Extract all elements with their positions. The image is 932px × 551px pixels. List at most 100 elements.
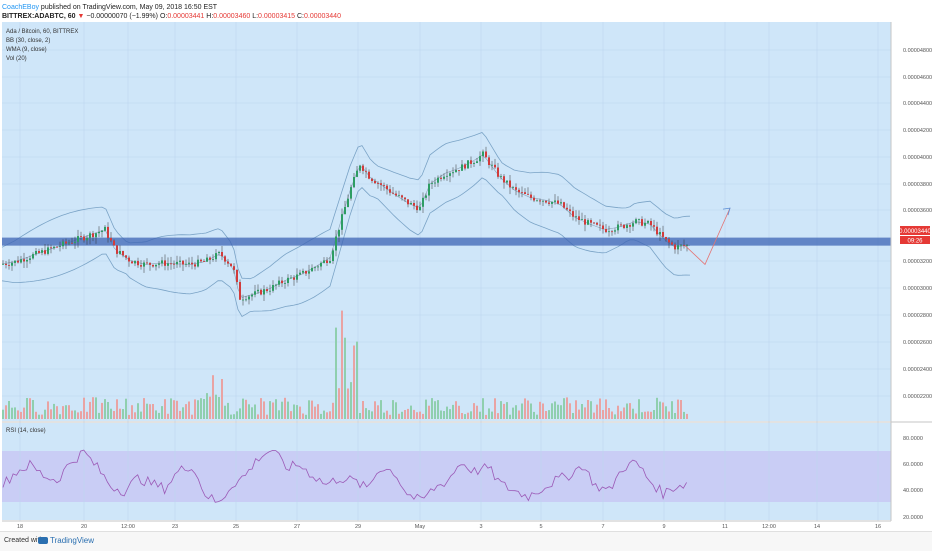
volume-bar <box>362 401 364 419</box>
time-axis[interactable]: 18 20 12:00 23 25 27 29 May 3 5 7 9 11 12:00 14 16 <box>17 524 881 530</box>
author-link[interactable]: CoachEBoy <box>2 4 39 11</box>
candle-body <box>407 199 409 205</box>
volume-bar <box>41 414 43 419</box>
candle-body <box>413 203 415 206</box>
volume-bar <box>491 411 493 419</box>
volume-bar <box>464 414 466 419</box>
candle-body <box>569 209 571 212</box>
volume-bar <box>35 411 37 419</box>
candle-body <box>356 170 358 177</box>
price-tick-label: 0.00004800 <box>903 48 932 54</box>
volume-bar <box>251 407 253 419</box>
candle-body <box>680 244 682 246</box>
candle-body <box>614 230 616 232</box>
volume-bar <box>458 405 460 419</box>
volume-bar <box>653 410 655 419</box>
support-zone[interactable] <box>2 237 891 246</box>
candle-body <box>167 263 169 266</box>
candle-body <box>41 250 43 253</box>
candle-body <box>260 289 262 295</box>
volume-bar <box>227 402 229 419</box>
projection-arrow[interactable] <box>684 207 731 266</box>
candle-body <box>530 194 532 198</box>
candle-body <box>179 260 181 262</box>
volume-bar <box>452 404 454 419</box>
candle-body <box>545 200 547 203</box>
volume-bar <box>8 401 10 419</box>
volume-bar <box>422 413 424 419</box>
candle-body <box>446 175 448 177</box>
candle-body <box>155 264 157 267</box>
candle-body <box>92 233 94 238</box>
volume-bar <box>635 413 637 419</box>
volume-bar <box>194 399 196 419</box>
volume-bar <box>446 406 448 419</box>
price-axis[interactable]: 0.00004800 0.00004600 0.00004400 0.00004200… <box>903 48 932 400</box>
candle-body <box>410 203 412 205</box>
candle-body <box>440 177 442 179</box>
volume-bar <box>497 413 499 419</box>
published-text: published on TradingView.com, May 09, 20… <box>40 4 218 11</box>
price-tick-label: 0.00004400 <box>903 101 932 107</box>
volume-bar <box>557 404 559 419</box>
rsi-line <box>2 449 687 503</box>
volume-bar <box>218 397 220 419</box>
volume-bar <box>620 411 622 419</box>
legend-item: Ada / Bitcoin, 60, BITTREX <box>6 29 78 35</box>
candle-body <box>323 260 325 263</box>
volume-bar <box>71 410 73 419</box>
candle-body <box>383 185 385 186</box>
volume-bar <box>128 414 130 419</box>
candle-body <box>647 221 649 223</box>
volume-bar <box>365 408 367 419</box>
volume-bar <box>74 410 76 419</box>
volume-bar <box>524 398 526 419</box>
volume-bar <box>461 413 463 419</box>
volume-bar <box>371 411 373 419</box>
volume-bar <box>5 405 7 419</box>
tradingview-logo[interactable]: TradingView <box>38 536 94 545</box>
volume-bar <box>110 408 112 419</box>
chart-canvas[interactable]: 0.00004800 0.00004600 0.00004400 0.00004200… <box>0 0 932 531</box>
volume-bar <box>548 410 550 419</box>
volume-bar <box>623 407 625 419</box>
candle-body <box>524 192 526 194</box>
candle-body <box>284 283 286 284</box>
volume-bar <box>503 403 505 419</box>
candle-body <box>299 272 301 275</box>
candle-body <box>665 237 667 240</box>
time-tick-label: 25 <box>233 524 239 530</box>
price-tick-label: 0.00003600 <box>903 208 932 214</box>
volume-bar <box>449 409 451 419</box>
candle-body <box>380 183 382 185</box>
volume-bar <box>443 411 445 419</box>
candle-body <box>14 260 16 263</box>
volume-bar <box>554 401 556 419</box>
projection-path[interactable] <box>684 207 731 266</box>
volume-bar <box>173 400 175 419</box>
legend-item: Vol (20) <box>6 56 27 62</box>
volume-bar <box>230 414 232 419</box>
volume-bar <box>287 401 289 419</box>
volume-bar <box>80 411 82 419</box>
candle-body <box>287 277 289 283</box>
rsi-tick-label: 40.0000 <box>903 488 923 494</box>
candle-body <box>350 187 352 199</box>
volume-bar <box>416 412 418 419</box>
candle-body <box>71 242 73 244</box>
volume-bar <box>347 388 349 419</box>
candle-body <box>83 236 85 241</box>
volume-bar <box>125 398 127 419</box>
candle-body <box>506 180 508 183</box>
volume-bar <box>311 400 313 419</box>
candle-body <box>125 255 127 258</box>
candle-body <box>278 280 280 285</box>
candle-body <box>53 246 55 249</box>
volume-bar <box>305 414 307 419</box>
volume-bar <box>104 399 106 419</box>
volume-bar <box>632 408 634 419</box>
high-label: H: <box>206 13 214 20</box>
candle-body <box>263 289 265 295</box>
projection-arrowhead <box>722 207 731 216</box>
candle-body <box>494 164 496 168</box>
